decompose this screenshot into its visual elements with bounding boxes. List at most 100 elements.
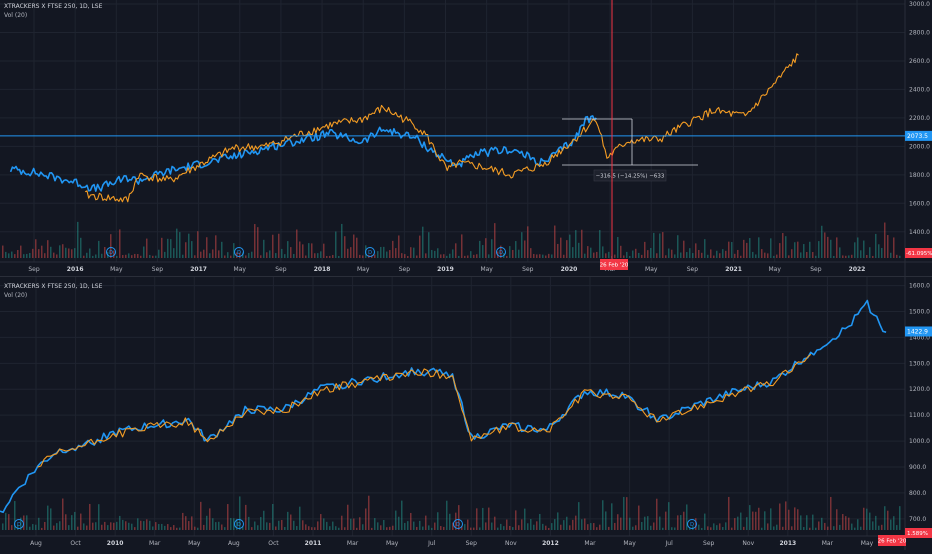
volume-bar: [575, 230, 577, 258]
top-volume-label[interactable]: Vol (20): [4, 12, 28, 19]
volume-bar: [878, 244, 880, 258]
volume-bar: [428, 232, 430, 258]
volume-bar: [161, 523, 163, 530]
volume-bar: [401, 500, 403, 530]
volume-bar: [188, 233, 190, 258]
volume-bar: [665, 511, 667, 530]
volume-bar: [113, 522, 115, 530]
volume-bar: [62, 244, 64, 258]
volume-bar: [206, 237, 208, 258]
volume-bar: [218, 521, 220, 530]
bottom-volume-label[interactable]: Vol (20): [4, 292, 28, 299]
volume-bar: [710, 249, 712, 258]
volume-bar: [344, 236, 346, 258]
volume-bar: [701, 527, 703, 530]
volume-bar: [893, 516, 895, 530]
price-tick-label: 1000.0: [909, 438, 930, 445]
volume-bar: [26, 515, 28, 530]
volume-bar: [8, 253, 10, 258]
volume-bar: [653, 232, 655, 258]
volume-bar: [665, 255, 667, 258]
crosshair-date-badge: [878, 535, 906, 546]
volume-bar: [365, 508, 367, 530]
volume-bar: [563, 520, 565, 530]
volume-bar: [230, 255, 232, 258]
volume-bar: [542, 523, 544, 530]
volume-bar: [719, 253, 721, 258]
volume-bar: [359, 517, 361, 530]
volume-bar: [146, 238, 148, 258]
volume-bar: [857, 519, 859, 530]
volume-bar: [884, 222, 886, 258]
volume-bar: [743, 526, 745, 530]
volume-bar: [248, 252, 250, 258]
volume-bar: [92, 522, 94, 530]
volume-bar: [110, 234, 112, 258]
volume-bar: [176, 527, 178, 530]
volume-bar: [314, 253, 316, 258]
volume-bar: [557, 512, 559, 530]
volume-bar: [446, 255, 448, 258]
volume-bar: [422, 226, 424, 258]
volume-bar: [44, 521, 46, 530]
time-tick-label: Sep: [399, 266, 411, 273]
volume-bar: [116, 521, 118, 530]
volume-bar: [155, 255, 157, 258]
volume-bar: [134, 253, 136, 258]
top-symbol-title[interactable]: XTRACKERS X FTSE 250, 1D, LSE: [4, 3, 103, 10]
volume-bar: [872, 521, 874, 530]
volume-bar: [218, 250, 220, 258]
volume-bar: [308, 243, 310, 258]
volume-bar: [293, 520, 295, 530]
volume-bar: [470, 527, 472, 530]
volume-bar: [20, 517, 22, 530]
volume-bar: [815, 527, 817, 530]
volume-bar: [260, 255, 262, 258]
bottom-chart-pane[interactable]: 1600.0 1500.0 1400.0 1300.0 1200.0 1100.0 1000…: [0, 277, 932, 550]
time-tick-label: Jul: [665, 540, 674, 547]
volume-bar: [383, 520, 385, 530]
top-chart-canvas[interactable]: 3000.0 2800.0 2600.0 2400.0 2200.0 2000.0 1800…: [0, 0, 932, 276]
volume-bar: [539, 254, 541, 258]
price-tick-label: 3000.0: [909, 1, 930, 8]
pct-badge: [905, 248, 932, 258]
volume-bar: [386, 251, 388, 258]
price-tick-label: 900.0: [909, 464, 926, 471]
volume-bar: [308, 526, 310, 530]
volume-bar: [626, 251, 628, 258]
pct-text: 1.589%: [907, 531, 928, 537]
pane-divider[interactable]: [0, 276, 932, 277]
volume-bar: [725, 250, 727, 258]
volume-bar: [179, 527, 181, 530]
volume-bar: [860, 250, 862, 258]
top-chart-pane[interactable]: 3000.0 2800.0 2600.0 2400.0 2200.0 2000.0 1800…: [0, 0, 932, 276]
volume-bar: [296, 526, 298, 530]
volume-bar: [371, 527, 373, 530]
volume-bar: [140, 520, 142, 530]
volume-bar: [197, 527, 199, 530]
volume-bar: [896, 525, 898, 530]
volume-bar: [263, 510, 265, 530]
volume-bar: [767, 253, 769, 258]
volume-bar: [110, 522, 112, 530]
volume-bar: [830, 239, 832, 258]
volume-bar: [416, 526, 418, 530]
volume-bar: [899, 506, 901, 530]
volume-bar: [728, 241, 730, 258]
dividend-marker-label: D: [17, 522, 21, 528]
volume-bar: [659, 233, 661, 258]
volume-bar: [299, 241, 301, 258]
volume-bar: [509, 525, 511, 530]
volume-bar: [533, 524, 535, 530]
bottom-chart-canvas[interactable]: 1600.0 1500.0 1400.0 1300.0 1200.0 1100.0 1000…: [0, 277, 932, 550]
volume-bar: [413, 521, 415, 530]
time-tick-label: May: [861, 540, 874, 547]
volume-bar: [608, 251, 610, 258]
volume-bar: [533, 253, 535, 258]
volume-bar: [836, 237, 838, 258]
volume-bar: [242, 526, 244, 530]
volume-bar: [746, 517, 748, 530]
volume-bar: [587, 524, 589, 530]
bottom-symbol-title[interactable]: XTRACKERS X FTSE 250, 1D, LSE: [4, 283, 103, 290]
volume-bar: [737, 516, 739, 530]
